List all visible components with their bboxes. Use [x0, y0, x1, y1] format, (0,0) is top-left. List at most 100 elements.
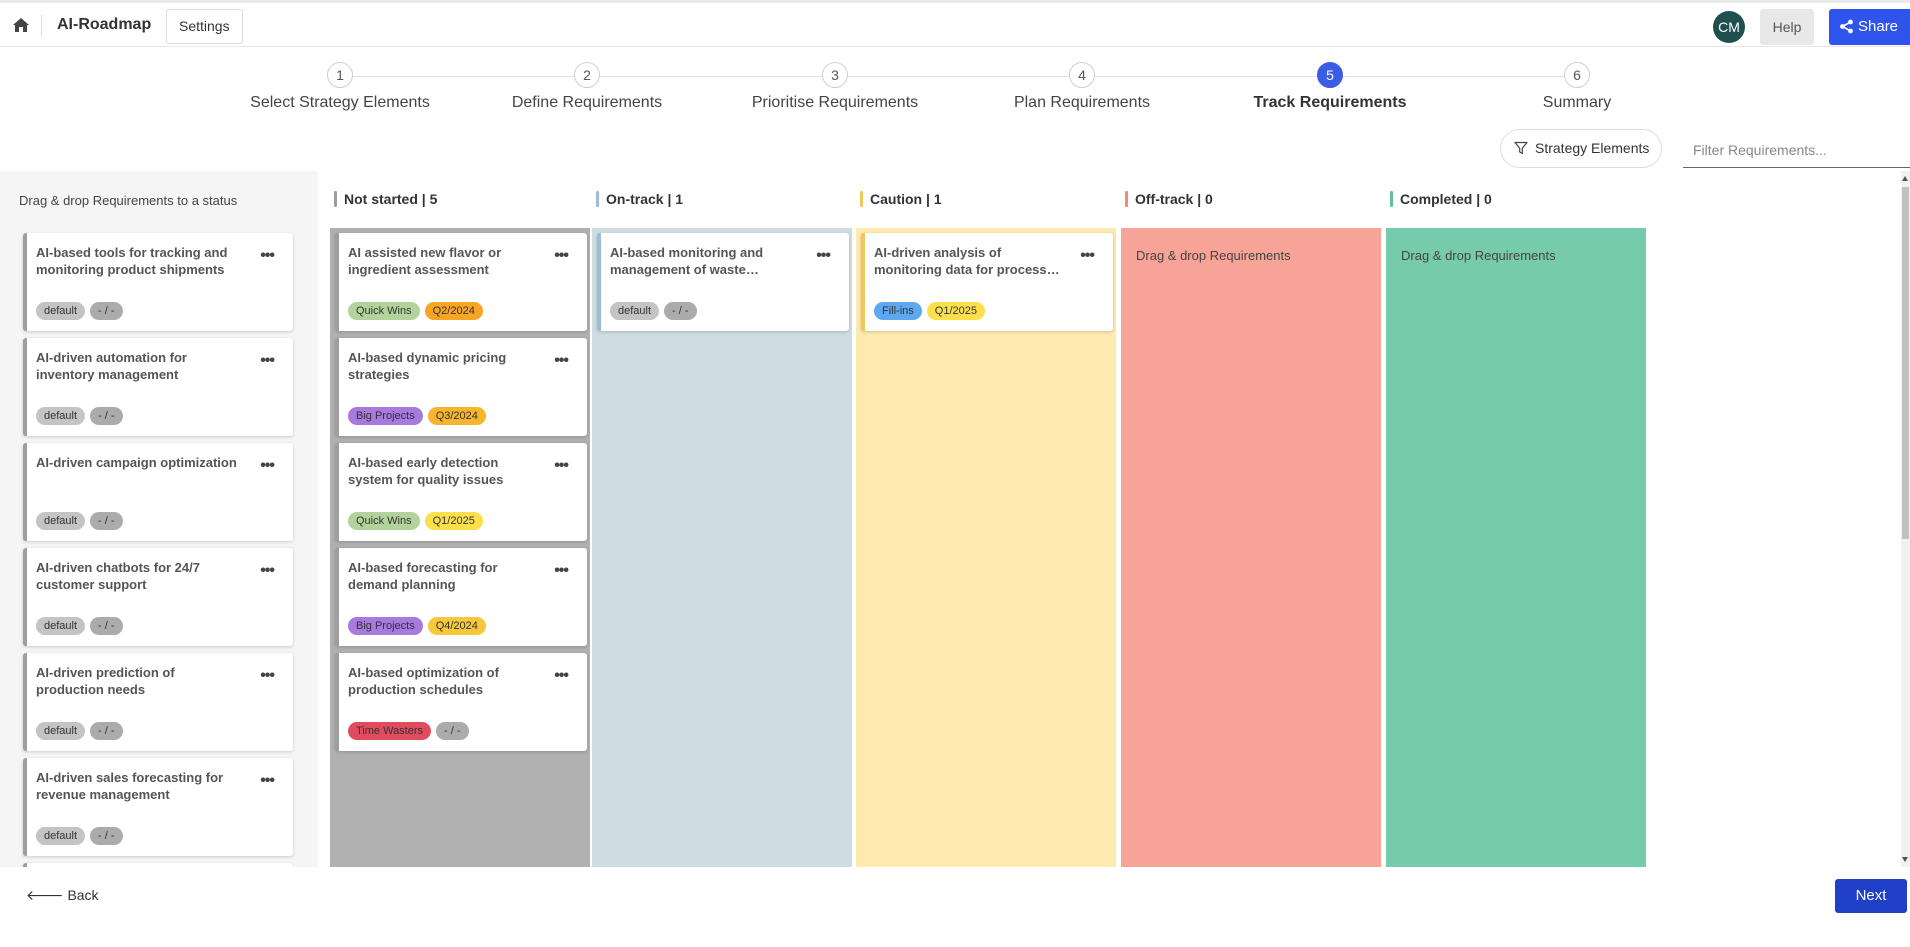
- share-label: Share: [1858, 18, 1899, 35]
- more-options-icon[interactable]: •••: [1080, 247, 1095, 264]
- footer: 🡐 Back Next 🡒: [0, 867, 1910, 938]
- filter-requirements-input[interactable]: [1683, 132, 1910, 168]
- quarter-tag: - / -: [90, 617, 123, 635]
- app-title: AI-Roadmap: [57, 16, 152, 33]
- status-column-off-track[interactable]: Drag & drop Requirements: [1121, 228, 1381, 868]
- column-header-caution: Caution | 1: [860, 191, 942, 207]
- top-bar: AI-Roadmap Settings CM Help Share: [0, 0, 1910, 47]
- column-header-not-started: Not started | 5: [334, 191, 437, 207]
- requirement-card[interactable]: AI-driven chatbots for 24/7 customer sup…: [23, 548, 293, 646]
- more-options-icon[interactable]: •••: [554, 247, 569, 264]
- more-options-icon[interactable]: •••: [554, 457, 569, 474]
- requirement-card[interactable]: AI-based monitoring and management of wa…: [597, 233, 849, 331]
- card-tags: Quick Wins Q2/2024: [348, 302, 483, 320]
- card-tags: default - / -: [610, 302, 697, 320]
- card-tags: default - / -: [36, 302, 123, 320]
- card-tags: Fill-ins Q1/2025: [874, 302, 985, 320]
- requirement-title: AI-driven automation for inventory manag…: [36, 350, 187, 382]
- step-label: Summary: [1542, 94, 1612, 111]
- status-column-not-started[interactable]: AI assisted new flavor or ingredient ass…: [330, 228, 590, 868]
- requirement-title: AI-driven chatbots for 24/7 customer sup…: [36, 560, 200, 592]
- home-icon[interactable]: [12, 17, 30, 33]
- requirement-title: AI-based early detection system for qual…: [348, 455, 504, 487]
- quarter-tag: Q2/2024: [424, 302, 483, 320]
- quarter-tag: - / -: [90, 827, 123, 845]
- requirement-card[interactable]: AI-driven campaign optimization ••• defaul…: [23, 443, 293, 541]
- quarter-tag: Q1/2025: [926, 302, 985, 320]
- requirement-title: AI-based forecasting for demand planning: [348, 560, 498, 592]
- requirement-title: AI-driven prediction of production needs: [36, 665, 175, 697]
- step-6[interactable]: 6 Summary: [1457, 62, 1697, 112]
- category-tag: default: [36, 722, 86, 740]
- step-3[interactable]: 3 Prioritise Requirements: [715, 62, 955, 112]
- step-number: 2: [574, 62, 600, 88]
- more-options-icon[interactable]: •••: [816, 247, 831, 264]
- requirement-card[interactable]: [23, 863, 293, 867]
- strategy-elements-filter-button[interactable]: Strategy Elements: [1500, 129, 1663, 168]
- status-column-completed[interactable]: Drag & drop Requirements: [1386, 228, 1646, 868]
- more-options-icon[interactable]: •••: [554, 562, 569, 579]
- category-tag: default: [36, 302, 86, 320]
- card-tags: default - / -: [36, 827, 123, 845]
- scroll-thumb[interactable]: [1902, 187, 1909, 539]
- step-label: Plan Requirements: [1013, 94, 1151, 111]
- share-button[interactable]: Share: [1829, 9, 1910, 45]
- divider: [41, 15, 42, 37]
- requirement-card[interactable]: AI assisted new flavor or ingredient ass…: [335, 233, 587, 331]
- more-options-icon[interactable]: •••: [260, 352, 275, 369]
- step-label: Prioritise Requirements: [751, 94, 919, 111]
- category-tag: Big Projects: [348, 407, 423, 425]
- more-options-icon[interactable]: •••: [554, 352, 569, 369]
- more-options-icon[interactable]: •••: [260, 247, 275, 264]
- step-4[interactable]: 4 Plan Requirements: [962, 62, 1202, 112]
- more-options-icon[interactable]: •••: [260, 457, 275, 474]
- next-label: Next: [1855, 887, 1887, 904]
- scrollbar[interactable]: [1901, 171, 1910, 867]
- requirement-title: AI-based dynamic pricing strategies: [348, 350, 507, 382]
- requirement-card[interactable]: AI-driven analysis of monitoring data fo…: [861, 233, 1113, 331]
- requirement-card[interactable]: AI-driven sales forecasting for revenue …: [23, 758, 293, 856]
- step-number: 3: [822, 62, 848, 88]
- requirement-card[interactable]: AI-based early detection system for qual…: [335, 443, 587, 541]
- requirement-card[interactable]: AI-driven automation for inventory manag…: [23, 338, 293, 436]
- requirement-card[interactable]: AI-based optimization of production sche…: [335, 653, 587, 751]
- avatar[interactable]: CM: [1713, 11, 1745, 43]
- settings-button[interactable]: Settings: [166, 9, 243, 44]
- requirement-card[interactable]: AI-driven prediction of production needs…: [23, 653, 293, 751]
- category-tag: Fill-ins: [874, 302, 922, 320]
- requirement-title: AI-based tools for tracking and monitori…: [36, 245, 228, 277]
- requirement-title: AI-based monitoring and management of wa…: [610, 245, 764, 277]
- card-tags: default - / -: [36, 617, 123, 635]
- backlog-hint: Drag & drop Requirements to a status: [19, 193, 238, 208]
- card-tags: Big Projects Q3/2024: [348, 407, 486, 425]
- scroll-up-arrow-icon[interactable]: [1902, 176, 1908, 181]
- requirement-title: AI-driven analysis of monitoring data fo…: [874, 245, 1060, 277]
- quarter-tag: - / -: [90, 302, 123, 320]
- next-button[interactable]: Next 🡒: [1835, 879, 1907, 938]
- requirement-card[interactable]: AI-based tools for tracking and monitori…: [23, 233, 293, 331]
- more-options-icon[interactable]: •••: [554, 667, 569, 684]
- more-options-icon[interactable]: •••: [260, 667, 275, 684]
- requirement-card[interactable]: AI-based dynamic pricing strategies ••• Bi…: [335, 338, 587, 436]
- status-column-caution[interactable]: AI-driven analysis of monitoring data fo…: [856, 228, 1116, 868]
- more-options-icon[interactable]: •••: [260, 772, 275, 789]
- requirement-card[interactable]: AI-based forecasting for demand planning…: [335, 548, 587, 646]
- more-options-icon[interactable]: •••: [260, 562, 275, 579]
- help-button[interactable]: Help: [1760, 9, 1814, 45]
- column-header-on-track: On-track | 1: [596, 191, 683, 207]
- requirement-title: AI assisted new flavor or ingredient ass…: [348, 245, 502, 277]
- card-tags: Big Projects Q4/2024: [348, 617, 486, 635]
- back-button[interactable]: 🡐 Back: [26, 887, 99, 904]
- category-tag: Quick Wins: [348, 512, 420, 530]
- stepper-line: [340, 76, 1576, 77]
- status-column-on-track[interactable]: AI-based monitoring and management of wa…: [592, 228, 852, 868]
- arrow-left-icon: 🡐: [26, 887, 64, 903]
- step-2[interactable]: 2 Define Requirements: [467, 62, 707, 112]
- requirement-title: AI-driven campaign optimization: [36, 455, 237, 470]
- backlog-list: AI-based tools for tracking and monitori…: [23, 233, 293, 867]
- step-label: Define Requirements: [511, 94, 663, 111]
- scroll-down-arrow-icon[interactable]: [1902, 857, 1908, 862]
- step-5[interactable]: 5 Track Requirements: [1210, 62, 1450, 112]
- step-1[interactable]: 1 Select Strategy Elements: [220, 62, 460, 112]
- column-card-list: AI-driven analysis of monitoring data fo…: [861, 233, 1113, 338]
